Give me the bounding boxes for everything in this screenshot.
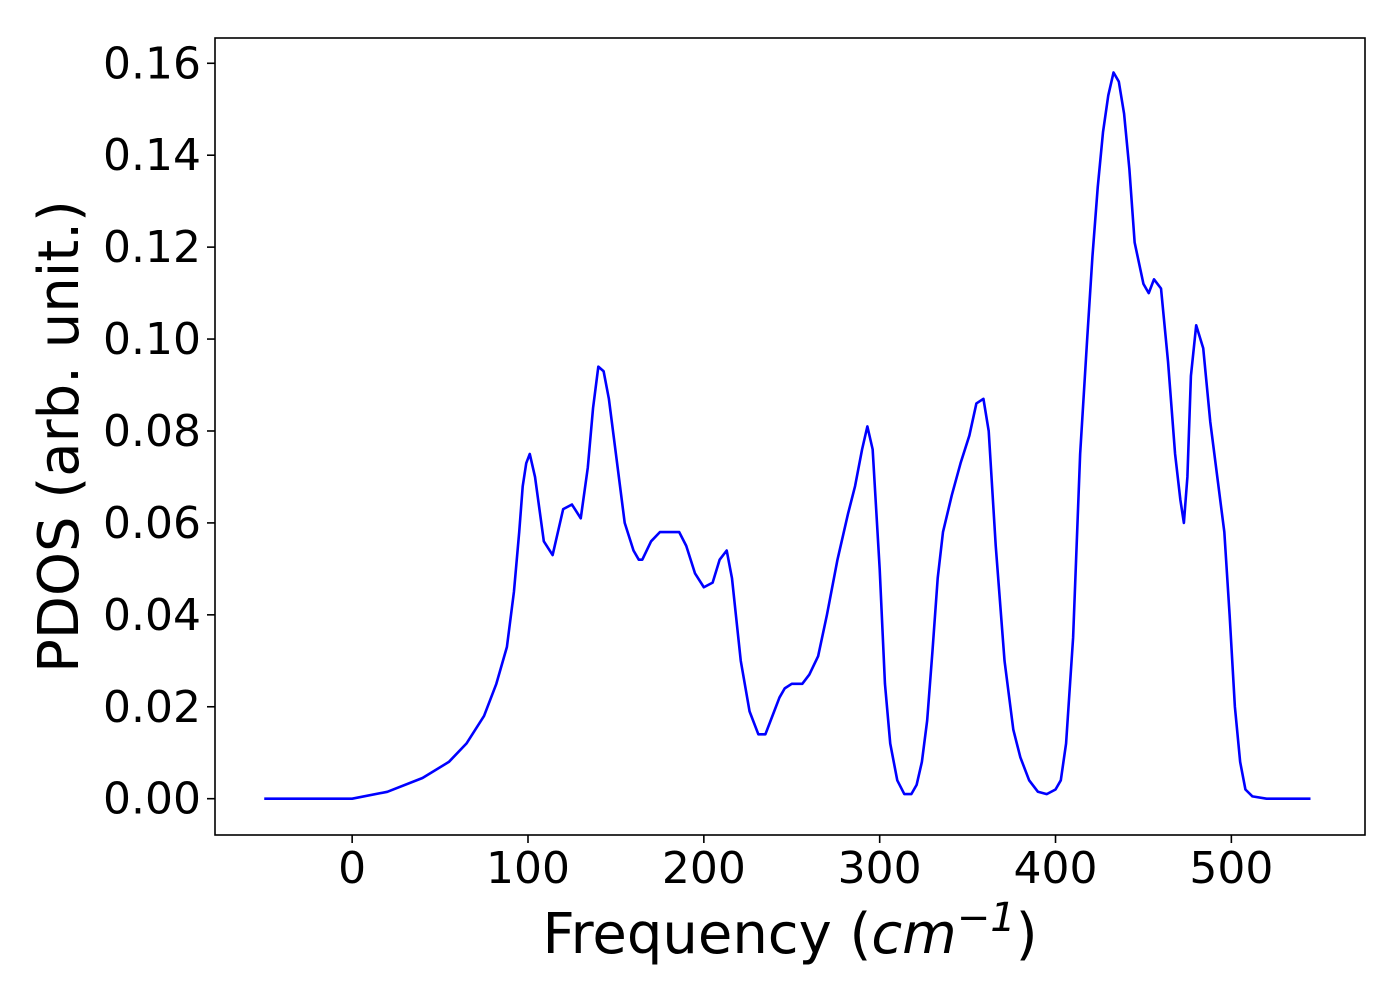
y-tick-label: 0.04 [103, 590, 201, 641]
y-tick-label: 0.10 [103, 314, 201, 365]
y-tick-label: 0.12 [103, 222, 201, 273]
series-line-group [264, 71, 1311, 800]
x-tick-label: 500 [1189, 843, 1273, 894]
y-tick-label: 0.06 [103, 498, 201, 549]
x-tick-label: 200 [662, 843, 746, 894]
y-axis-ticks: 0.00 0.02 0.04 0.06 0.08 0.10 0.12 0.14 0.16 [103, 38, 215, 825]
x-tick-label: 300 [838, 843, 922, 894]
x-tick-label: 0 [338, 843, 366, 894]
y-tick-label: 0.00 [103, 774, 201, 825]
x-axis-title-unit: cm [871, 902, 956, 967]
series-line-0 [264, 71, 1311, 800]
y-tick-label: 0.16 [103, 38, 201, 89]
x-tick-label: 100 [486, 843, 570, 894]
x-axis-title: Frequency (cm−1) [542, 895, 1037, 967]
x-axis-title-text: Frequency [542, 902, 831, 967]
y-tick-label: 0.14 [103, 130, 201, 181]
y-tick-label: 0.02 [103, 682, 201, 733]
x-axis-ticks: 0 100 200 300 400 500 [338, 835, 1273, 894]
x-axis-title-paren-close: ) [1016, 902, 1038, 967]
y-axis-title: PDOS (arb. unit.) [27, 200, 92, 673]
plot-area-frame [214, 37, 1366, 836]
x-tick-label: 400 [1014, 843, 1098, 894]
y-tick-label: 0.08 [103, 406, 201, 457]
x-axis-title-unit-exponent: −1 [957, 895, 1016, 941]
x-axis-title-paren-open: ( [832, 902, 872, 967]
